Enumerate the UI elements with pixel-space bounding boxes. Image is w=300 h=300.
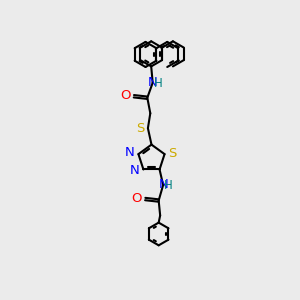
Text: N: N — [158, 178, 168, 191]
Text: H: H — [164, 179, 173, 192]
Text: S: S — [136, 122, 144, 135]
Text: N: N — [148, 76, 158, 89]
Text: S: S — [168, 147, 176, 160]
Text: N: N — [124, 146, 134, 159]
Text: O: O — [131, 192, 142, 205]
Text: N: N — [130, 164, 139, 177]
Text: O: O — [120, 89, 130, 103]
Text: H: H — [154, 77, 162, 90]
